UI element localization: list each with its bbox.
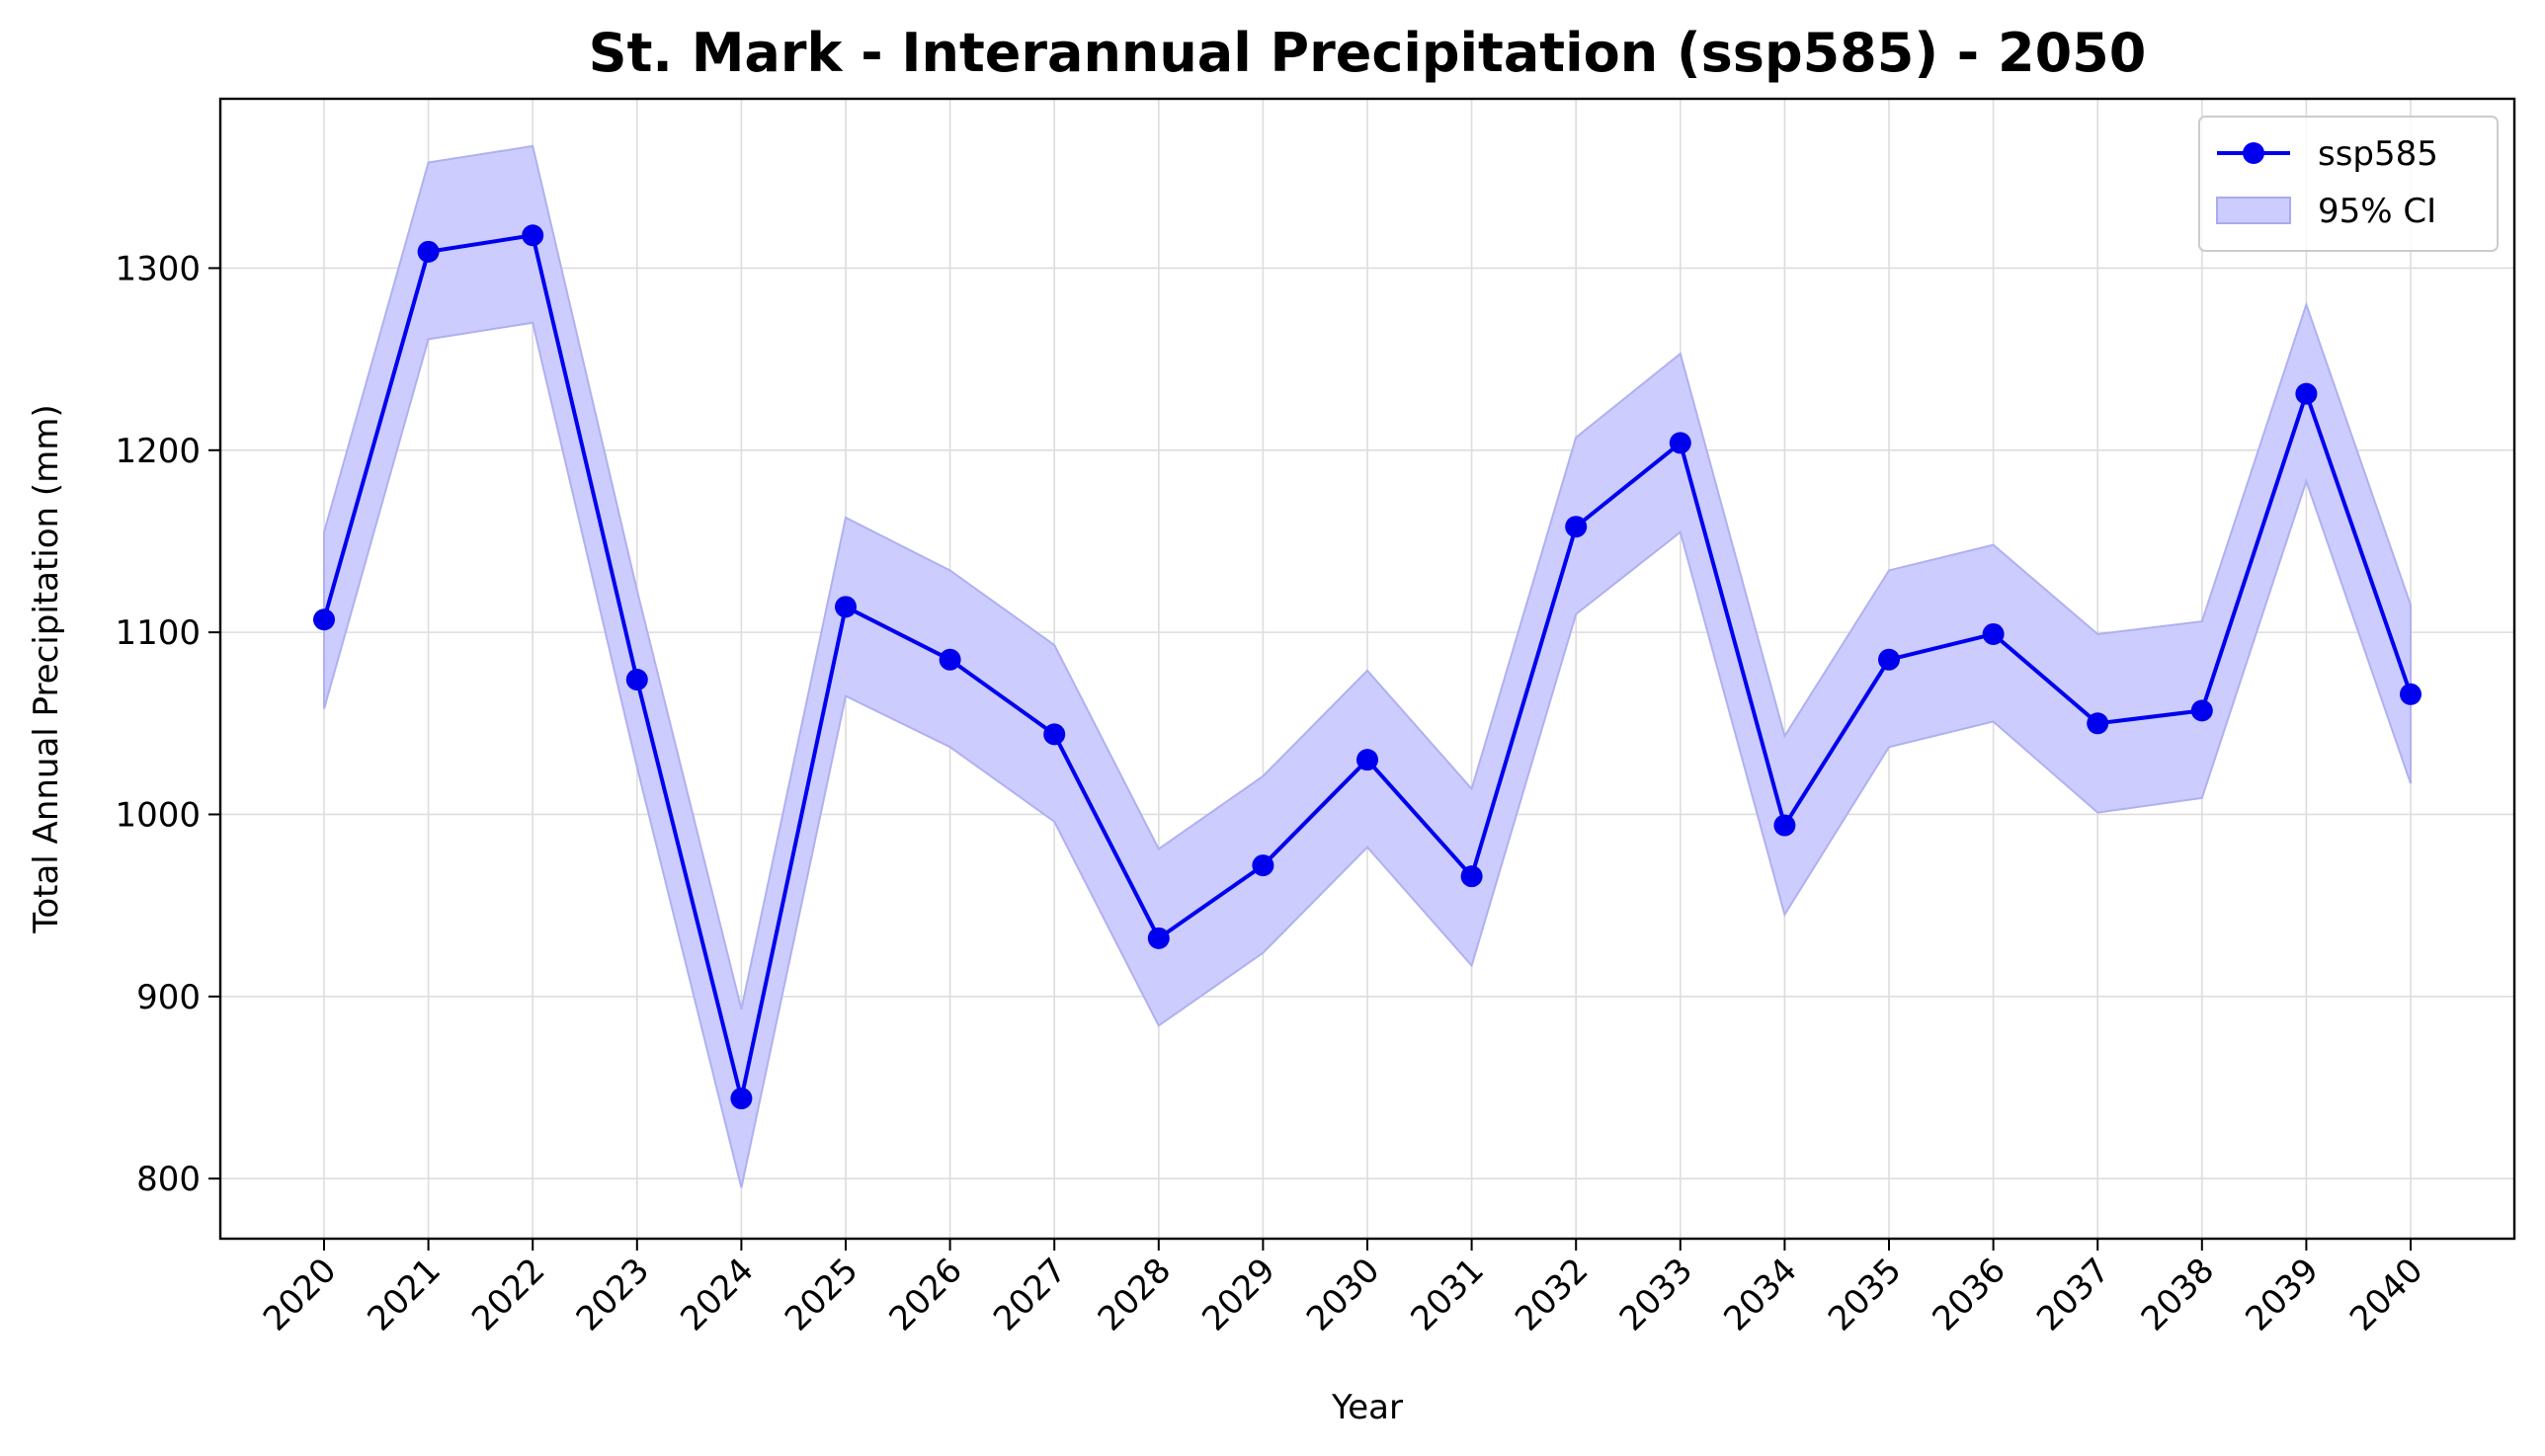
x-tick-label: 2040 xyxy=(2342,1251,2430,1338)
data-point xyxy=(522,224,544,247)
data-point xyxy=(2400,683,2422,705)
data-point xyxy=(835,596,857,618)
x-tick-label: 2030 xyxy=(1299,1251,1387,1338)
x-tick-label: 2035 xyxy=(1821,1251,1909,1338)
data-point xyxy=(1460,865,1483,888)
legend-series-label: ssp585 xyxy=(2318,134,2438,174)
x-tick-label: 2031 xyxy=(1403,1251,1491,1338)
data-point xyxy=(1565,516,1588,538)
confidence-band-group xyxy=(323,144,2412,1188)
y-tick-label: 1300 xyxy=(115,249,201,288)
data-point xyxy=(1252,854,1274,877)
data-point xyxy=(2087,712,2109,735)
data-point xyxy=(1356,749,1378,771)
data-point xyxy=(1878,648,1900,671)
data-point xyxy=(2295,382,2318,405)
data-point xyxy=(313,608,335,631)
x-tick-label: 2023 xyxy=(569,1251,657,1338)
y-tick-label: 1200 xyxy=(115,432,201,471)
x-axis-label: Year xyxy=(1331,1388,1403,1427)
chart-title: St. Mark - Interannual Precipitation (ss… xyxy=(589,22,2147,84)
x-tick-label: 2029 xyxy=(1194,1251,1282,1338)
data-point xyxy=(2190,699,2213,722)
y-tick-label: 1100 xyxy=(115,613,201,653)
data-point xyxy=(730,1088,753,1110)
x-tick-label: 2025 xyxy=(778,1251,865,1338)
legend: ssp585 95% CI xyxy=(2198,116,2499,252)
x-tick-label: 2033 xyxy=(1612,1251,1700,1338)
x-tick-label: 2024 xyxy=(673,1251,761,1338)
data-point xyxy=(417,240,440,263)
x-tick-label: 2022 xyxy=(464,1251,552,1338)
data-point xyxy=(625,669,648,691)
y-tick-label: 1000 xyxy=(115,795,201,835)
data-point xyxy=(1773,814,1796,837)
data-point xyxy=(1982,622,2005,645)
data-point xyxy=(1043,723,1066,746)
x-tick-label: 2027 xyxy=(986,1251,1074,1338)
x-tick-label: 2032 xyxy=(1508,1251,1596,1338)
y-tick-label: 900 xyxy=(136,978,201,1017)
x-tick-label: 2036 xyxy=(1925,1251,2012,1338)
series-group xyxy=(313,224,2422,1110)
y-axis-label: Total Annual Precipitation (mm) xyxy=(27,404,66,933)
x-tick-label: 2021 xyxy=(360,1251,448,1338)
data-point xyxy=(939,648,961,671)
legend-ci-label: 95% CI xyxy=(2318,192,2436,231)
data-point xyxy=(1147,927,1170,949)
x-tick-label: 2039 xyxy=(2238,1251,2326,1338)
x-tick-label: 2038 xyxy=(2134,1251,2222,1338)
ci-band xyxy=(323,144,2412,1188)
data-point xyxy=(1669,432,1691,454)
legend-ci-swatch xyxy=(2216,197,2291,224)
y-tick-label: 800 xyxy=(136,1160,201,1199)
x-tick-label: 2020 xyxy=(256,1251,344,1338)
x-axis-ticks: 2020 2021 2022 2023 2024 2025 2026 2027 2028 2029… xyxy=(256,1239,2430,1339)
x-tick-label: 2034 xyxy=(1716,1251,1804,1338)
x-tick-label: 2026 xyxy=(881,1251,969,1338)
x-tick-label: 2037 xyxy=(2029,1251,2117,1338)
legend-marker-swatch xyxy=(2243,142,2264,164)
y-axis-ticks: 800 900 1000 1100 1200 1300 xyxy=(115,249,220,1199)
x-tick-label: 2028 xyxy=(1091,1251,1179,1338)
